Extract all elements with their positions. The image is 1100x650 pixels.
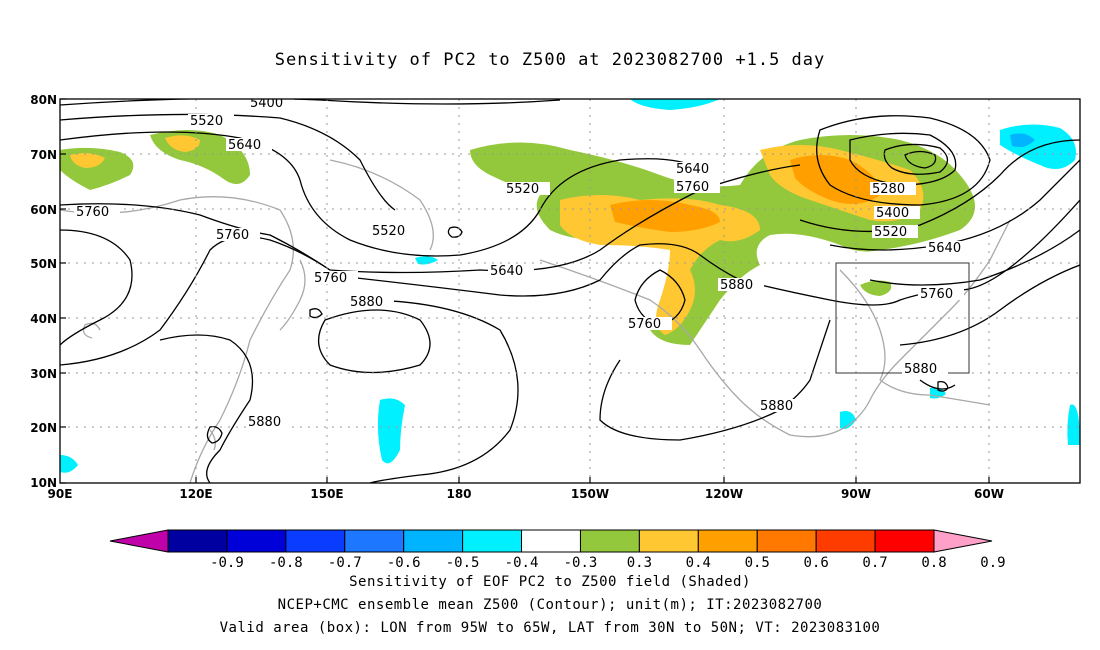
colorbar-label: 0.6 bbox=[804, 555, 829, 571]
colorbar-swatch bbox=[403, 529, 464, 553]
contour-label: 5880 bbox=[760, 399, 793, 414]
sensitivity-shading bbox=[60, 99, 1080, 473]
contour-label: 5760 bbox=[216, 228, 249, 243]
colorbar-min-arrow bbox=[109, 529, 169, 553]
lat-label: 70N bbox=[30, 148, 57, 162]
caption-line-2: NCEP+CMC ensemble mean Z500 (Contour); u… bbox=[277, 597, 823, 613]
caption-line-3: Valid area (box): LON from 95W to 65W, L… bbox=[219, 620, 881, 636]
contour-label: 5760 bbox=[628, 317, 661, 332]
contour-label: 5520 bbox=[506, 182, 539, 197]
contour-label: 5880 bbox=[248, 415, 281, 430]
contour-label: 5520 bbox=[190, 114, 223, 129]
colorbar-swatch bbox=[579, 529, 640, 553]
contour-label: 5640 bbox=[490, 264, 523, 279]
colorbar-label: 0.9 bbox=[980, 555, 1005, 571]
contour-label: 5520 bbox=[874, 225, 907, 240]
plot-frame bbox=[59, 98, 1081, 484]
lat-label: 40N bbox=[30, 312, 57, 326]
lon-label: 90W bbox=[841, 487, 871, 501]
colorbar-label: -0.4 bbox=[505, 555, 539, 571]
lat-label: 30N bbox=[30, 367, 57, 381]
colorbar-label: 0.7 bbox=[862, 555, 887, 571]
lon-label: 120W bbox=[705, 487, 743, 501]
contour-label: 5760 bbox=[76, 205, 109, 220]
colorbar-label: -0.5 bbox=[446, 555, 480, 571]
colorbar-swatch bbox=[226, 529, 287, 553]
caption-line-1: Sensitivity of EOF PC2 to Z500 field (Sh… bbox=[349, 574, 751, 590]
contour-label: 5760 bbox=[676, 180, 709, 195]
lon-label: 180 bbox=[446, 487, 471, 501]
contour-label: 5880 bbox=[720, 278, 753, 293]
colorbar-swatch bbox=[462, 529, 523, 553]
contour-label: 5760 bbox=[920, 287, 953, 302]
latitude-labels: 80N 70N 60N 50N 40N 30N 20N 10N bbox=[30, 93, 57, 490]
map-title: Sensitivity of PC2 to Z500 at 2023082700… bbox=[274, 50, 826, 70]
lon-label: 120E bbox=[179, 487, 212, 501]
colorbar-label: 0.8 bbox=[921, 555, 946, 571]
colorbar-swatch bbox=[697, 529, 758, 553]
colorbar-label: 0.3 bbox=[627, 555, 652, 571]
colorbar-swatch bbox=[815, 529, 876, 553]
lat-label: 80N bbox=[30, 93, 57, 107]
lat-label: 60N bbox=[30, 203, 57, 217]
contour-label: 5880 bbox=[350, 295, 383, 310]
colorbar-label: -0.7 bbox=[328, 555, 362, 571]
colorbar-swatch bbox=[344, 529, 405, 553]
lat-label: 20N bbox=[30, 421, 57, 435]
colorbar-label: -0.9 bbox=[210, 555, 244, 571]
contour-label: 5400 bbox=[876, 206, 909, 221]
lon-label: 150W bbox=[571, 487, 609, 501]
contour-label: 5640 bbox=[928, 241, 961, 256]
tick-marks bbox=[60, 98, 990, 484]
longitude-labels: 90E 120E 150E 180 150W 120W 90W 60W bbox=[48, 487, 1004, 501]
contour-label: 5640 bbox=[228, 138, 261, 153]
contour-label: 5280 bbox=[872, 182, 905, 197]
colorbar-label: -0.3 bbox=[564, 555, 598, 571]
lon-label: 150E bbox=[310, 487, 343, 501]
colorbar-label: 0.4 bbox=[686, 555, 711, 571]
contour-label: 5880 bbox=[904, 362, 937, 377]
colorbar-swatch bbox=[756, 529, 817, 553]
colorbar-swatch bbox=[285, 529, 346, 553]
colorbar-swatch bbox=[167, 529, 228, 553]
colorbar-label: 0.5 bbox=[745, 555, 770, 571]
contour-label: 5400 bbox=[250, 96, 283, 111]
contour-label: 5640 bbox=[676, 162, 709, 177]
lon-label: 90E bbox=[48, 487, 73, 501]
colorbar: -0.9 -0.8 -0.7 -0.6 -0.5 -0.4 -0.3 0.3 0.4 0.5 0.6… bbox=[109, 529, 1006, 571]
colorbar-max-arrow bbox=[933, 529, 993, 553]
colorbar-label: -0.6 bbox=[387, 555, 421, 571]
colorbar-label: -0.8 bbox=[269, 555, 303, 571]
colorbar-swatch bbox=[521, 529, 581, 553]
colorbar-swatch bbox=[874, 529, 935, 553]
lat-label: 50N bbox=[30, 257, 57, 271]
colorbar-swatch bbox=[638, 529, 699, 553]
lon-label: 60W bbox=[974, 487, 1004, 501]
lat-label: 10N bbox=[30, 476, 57, 490]
contour-label: 5760 bbox=[314, 271, 347, 286]
contour-label: 5520 bbox=[372, 224, 405, 239]
contour-labels: 5400 5520 5640 5760 5760 5520 5520 5640 … bbox=[74, 96, 972, 430]
